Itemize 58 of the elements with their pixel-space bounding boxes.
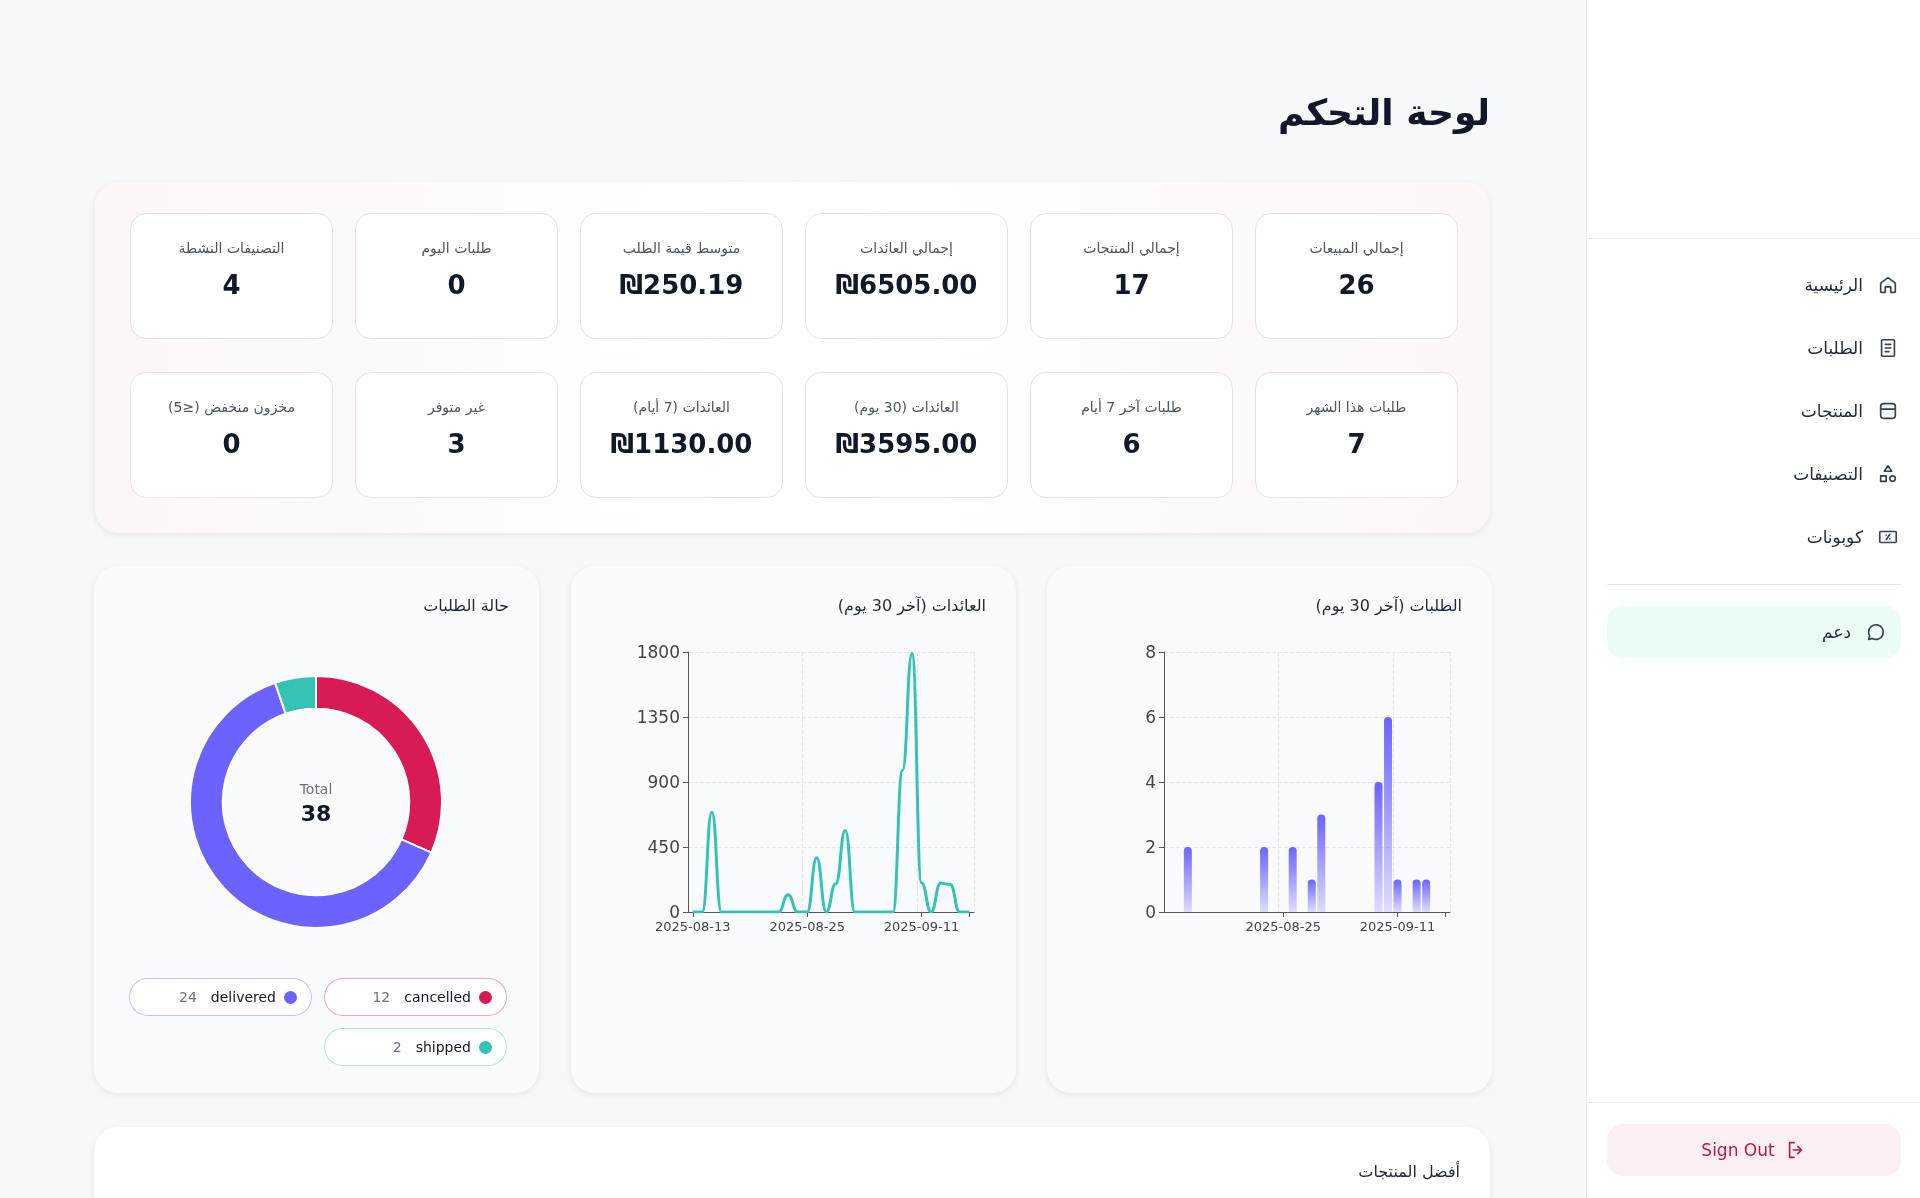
text: ₪3595.00 [834, 429, 979, 459]
text: طلبات هذا الشهر [1305, 399, 1408, 415]
text: متوسط قيمة الطلب [621, 240, 742, 256]
text: التصنيفات [1793, 464, 1863, 484]
legend-label: shipped [415, 1039, 471, 1055]
text: العائدات (7 أيام) [632, 399, 731, 415]
text: إجمالي العائدات [859, 240, 954, 256]
text: كوبونات [1806, 527, 1863, 547]
text: 4 [221, 270, 242, 300]
text: التصنيفات النشطة [177, 240, 286, 256]
text: دعم [1821, 622, 1851, 642]
y-tick-label: 8 [1145, 642, 1156, 662]
y-tick-label: 1800 [636, 642, 680, 662]
text: ₪250.19 [618, 270, 745, 300]
text: لوحة التحكم [1277, 92, 1490, 133]
chart-title: العائدات (آخر 30 يوم) [837, 596, 986, 615]
text: 26 [1337, 270, 1376, 300]
text: العائدات (30 يوم) [853, 399, 960, 415]
data-label: 24 [179, 989, 197, 1005]
text: الطلبات [1807, 338, 1863, 358]
text: الرئيسية [1804, 275, 1863, 295]
x-tick-label: 2025-08-25 [769, 919, 845, 934]
text: 3 [446, 429, 467, 459]
legend-label: cancelled [404, 989, 471, 1005]
data-label: 2 [392, 1039, 402, 1055]
y-tick-label: 900 [647, 772, 680, 792]
text: ₪1130.00 [609, 429, 754, 459]
text: مخزون منخفض (≤5) [167, 399, 296, 415]
x-tick-label: 2025-08-13 [654, 919, 731, 934]
text: المنتجات [1800, 401, 1863, 421]
text: إجمالي المنتجات [1082, 240, 1181, 256]
y-tick-label: 4 [1145, 772, 1156, 792]
text: أفضل المنتجات [1358, 1162, 1460, 1181]
text: إجمالي المبيعات [1308, 240, 1405, 256]
x-tick-label: 2025-09-11 [1359, 919, 1436, 934]
chart-title: حالة الطلبات [423, 596, 509, 615]
y-tick-label: 0 [669, 902, 680, 922]
text: طلبات اليوم [420, 240, 493, 256]
legend-label: delivered [210, 989, 276, 1005]
y-tick-label: 6 [1145, 707, 1156, 727]
text: Sign Out [1701, 1140, 1775, 1160]
y-tick-label: 450 [647, 837, 680, 857]
y-tick-label: 0 [1145, 902, 1156, 922]
x-tick-label: 2025-09-11 [883, 919, 960, 934]
text: طلبات آخر 7 أيام [1080, 399, 1183, 415]
text: 38 [299, 801, 333, 826]
text: ₪6505.00 [834, 270, 979, 300]
text: غير متوفر [426, 399, 487, 415]
text: 7 [1346, 429, 1367, 459]
x-tick-label: 2025-08-25 [1245, 919, 1321, 934]
text: 17 [1112, 270, 1151, 300]
text: 0 [446, 270, 467, 300]
text: Total [298, 781, 334, 797]
y-tick-label: 2 [1145, 837, 1156, 857]
y-tick-label: 1350 [636, 707, 680, 727]
text: 0 [221, 429, 242, 459]
data-label: 12 [372, 989, 391, 1005]
chart-title: الطلبات (آخر 30 يوم) [1315, 596, 1462, 615]
